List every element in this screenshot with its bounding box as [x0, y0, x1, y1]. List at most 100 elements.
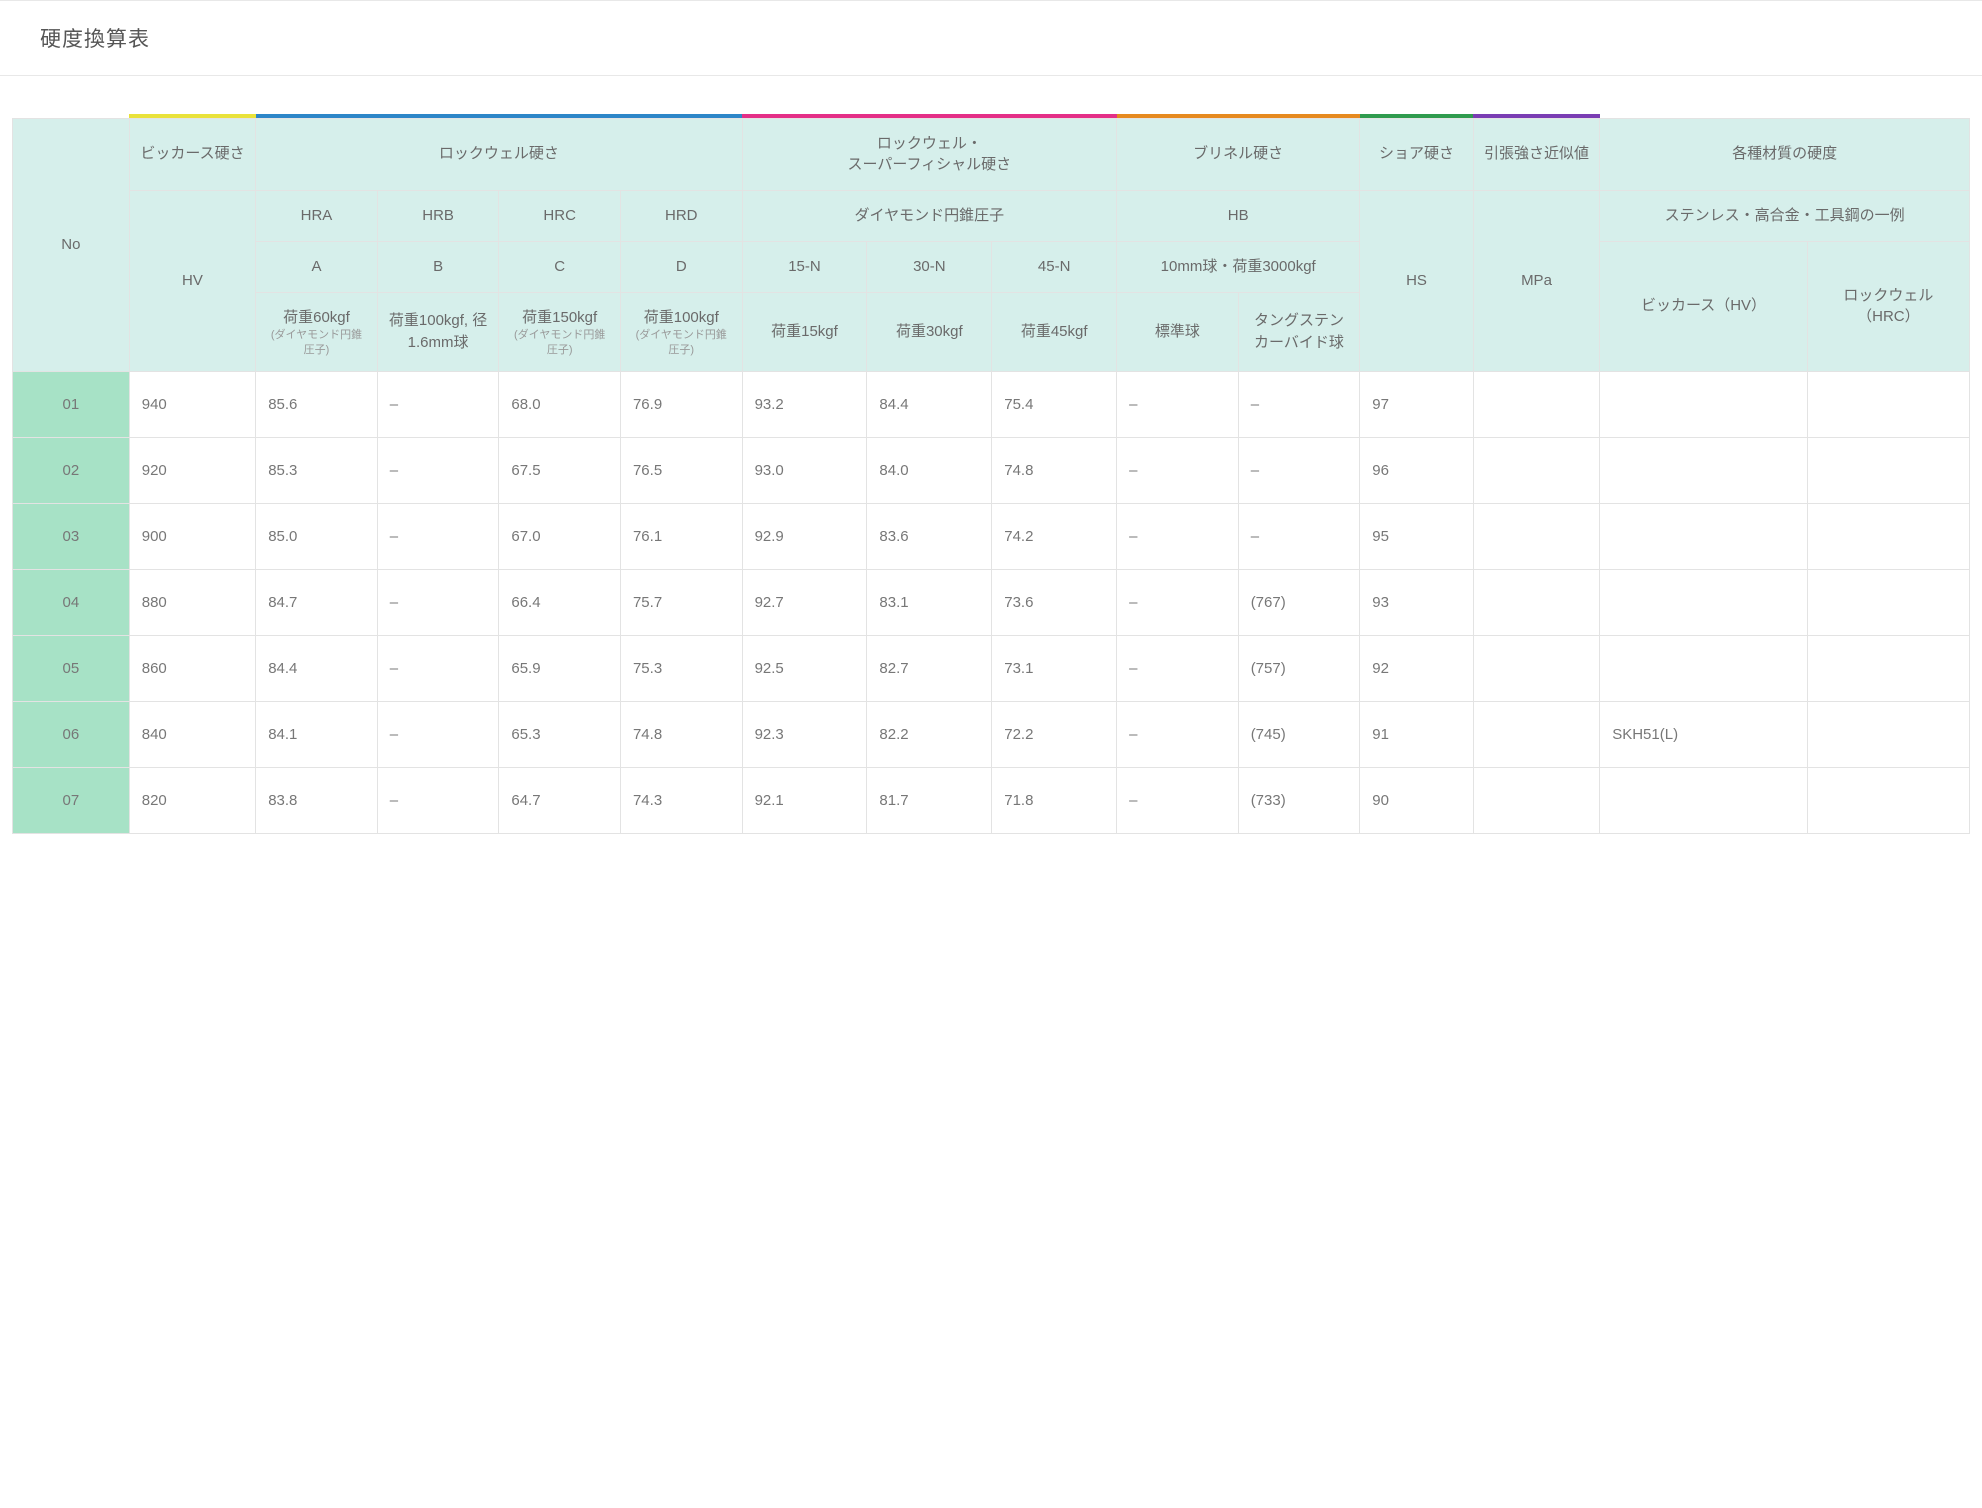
cell-n15: 93.2 — [742, 371, 867, 437]
cell-m2 — [1807, 767, 1969, 833]
cell-hra: 85.0 — [256, 503, 378, 569]
cell-n30: 84.4 — [867, 371, 992, 437]
cell-m1 — [1600, 371, 1808, 437]
cell-hb1: – — [1117, 569, 1239, 635]
cell-n30: 84.0 — [867, 437, 992, 503]
col-tensile: 引張強さ近似値 — [1473, 118, 1599, 191]
cell-n45: 74.8 — [992, 437, 1117, 503]
cell-m2 — [1807, 437, 1969, 503]
cell-hv: 840 — [129, 701, 255, 767]
cell-n45: 73.1 — [992, 635, 1117, 701]
r3-a: A — [256, 241, 378, 292]
sub-hv: HV — [129, 191, 255, 372]
r3-c: C — [499, 241, 621, 292]
cell-n45: 74.2 — [992, 503, 1117, 569]
cell-hb2: (767) — [1238, 569, 1360, 635]
cell-hrc: 65.3 — [499, 701, 621, 767]
cell-hv: 920 — [129, 437, 255, 503]
cell-hb1: – — [1117, 635, 1239, 701]
sub-hb: HB — [1117, 191, 1360, 242]
r3-hb: 10mm球・荷重3000kgf — [1117, 241, 1360, 292]
col-brinell: ブリネル硬さ — [1117, 118, 1360, 191]
r3-b: B — [377, 241, 499, 292]
cell-n15: 92.1 — [742, 767, 867, 833]
cell-hs: 90 — [1360, 767, 1473, 833]
cell-hrb: – — [377, 371, 499, 437]
cell-m2 — [1807, 569, 1969, 635]
cell-hb1: – — [1117, 503, 1239, 569]
page-title: 硬度換算表 — [40, 28, 150, 51]
col-shore: ショア硬さ — [1360, 118, 1473, 191]
cell-hb2: – — [1238, 503, 1360, 569]
table-row: 0782083.8–64.774.392.181.771.8–(733)90 — [13, 767, 1970, 833]
cell-hrb: – — [377, 437, 499, 503]
cell-m2 — [1807, 503, 1969, 569]
table-row: 0390085.0–67.076.192.983.674.2––95 — [13, 503, 1970, 569]
r4-b: 荷重100kgf, 径1.6mm球 — [377, 292, 499, 371]
cell-n15: 92.7 — [742, 569, 867, 635]
cell-m2 — [1807, 701, 1969, 767]
col-materials: 各種材質の硬度 — [1600, 118, 1970, 191]
col-superficial: ロックウェル・ スーパーフィシャル硬さ — [742, 118, 1117, 191]
r4-d: 荷重100kgf(ダイヤモンド円錐圧子) — [620, 292, 742, 371]
title-bar: 硬度換算表 — [0, 1, 1982, 76]
cell-hrd: 74.3 — [620, 767, 742, 833]
cell-n30: 83.6 — [867, 503, 992, 569]
cell-m1 — [1600, 569, 1808, 635]
cell-hs: 95 — [1360, 503, 1473, 569]
cell-hb2: – — [1238, 371, 1360, 437]
cell-no: 07 — [13, 767, 130, 833]
table-container: No ビッカース硬さ ロックウェル硬さ ロックウェル・ スーパーフィシャル硬さ … — [0, 76, 1982, 834]
cell-mpa — [1473, 437, 1599, 503]
r4-45n: 荷重45kgf — [992, 292, 1117, 371]
cell-hb2: (733) — [1238, 767, 1360, 833]
sub-hra: HRA — [256, 191, 378, 242]
sub-hrc: HRC — [499, 191, 621, 242]
r3-15n: 15-N — [742, 241, 867, 292]
cell-hrb: – — [377, 635, 499, 701]
cell-n15: 93.0 — [742, 437, 867, 503]
sub-hs: HS — [1360, 191, 1473, 372]
cell-m2 — [1807, 635, 1969, 701]
r4-m2: ロックウェル（HRC） — [1807, 241, 1969, 371]
sub-mpa: MPa — [1473, 191, 1599, 372]
cell-m1 — [1600, 437, 1808, 503]
r4-c: 荷重150kgf(ダイヤモンド円錐圧子) — [499, 292, 621, 371]
cell-hrd: 75.7 — [620, 569, 742, 635]
cell-no: 01 — [13, 371, 130, 437]
cell-m1 — [1600, 635, 1808, 701]
table-row: 0292085.3–67.576.593.084.074.8––96 — [13, 437, 1970, 503]
cell-no: 06 — [13, 701, 130, 767]
cell-n30: 81.7 — [867, 767, 992, 833]
cell-hrc: 67.0 — [499, 503, 621, 569]
cell-hv: 820 — [129, 767, 255, 833]
cell-n45: 72.2 — [992, 701, 1117, 767]
cell-hrc: 64.7 — [499, 767, 621, 833]
r3-30n: 30-N — [867, 241, 992, 292]
cell-hra: 84.4 — [256, 635, 378, 701]
cell-hv: 880 — [129, 569, 255, 635]
cell-hrc: 66.4 — [499, 569, 621, 635]
cell-m1: SKH51(L) — [1600, 701, 1808, 767]
r3-45n: 45-N — [992, 241, 1117, 292]
cell-n15: 92.3 — [742, 701, 867, 767]
sub-hrd: HRD — [620, 191, 742, 242]
header-row-2: HV HRA HRB HRC HRD ダイヤモンド円錐圧子 HB HS MPa … — [13, 191, 1970, 242]
cell-hrb: – — [377, 503, 499, 569]
cell-hs: 92 — [1360, 635, 1473, 701]
cell-hra: 85.6 — [256, 371, 378, 437]
r3-d: D — [620, 241, 742, 292]
cell-hrb: – — [377, 767, 499, 833]
cell-hv: 940 — [129, 371, 255, 437]
cell-mpa — [1473, 503, 1599, 569]
cell-n30: 83.1 — [867, 569, 992, 635]
cell-hrd: 76.5 — [620, 437, 742, 503]
cell-hs: 97 — [1360, 371, 1473, 437]
table-row: 0194085.6–68.076.993.284.475.4––97 — [13, 371, 1970, 437]
col-no: No — [13, 118, 130, 371]
cell-no: 05 — [13, 635, 130, 701]
cell-hs: 91 — [1360, 701, 1473, 767]
cell-hrb: – — [377, 701, 499, 767]
cell-hrd: 76.1 — [620, 503, 742, 569]
cell-hb2: (745) — [1238, 701, 1360, 767]
